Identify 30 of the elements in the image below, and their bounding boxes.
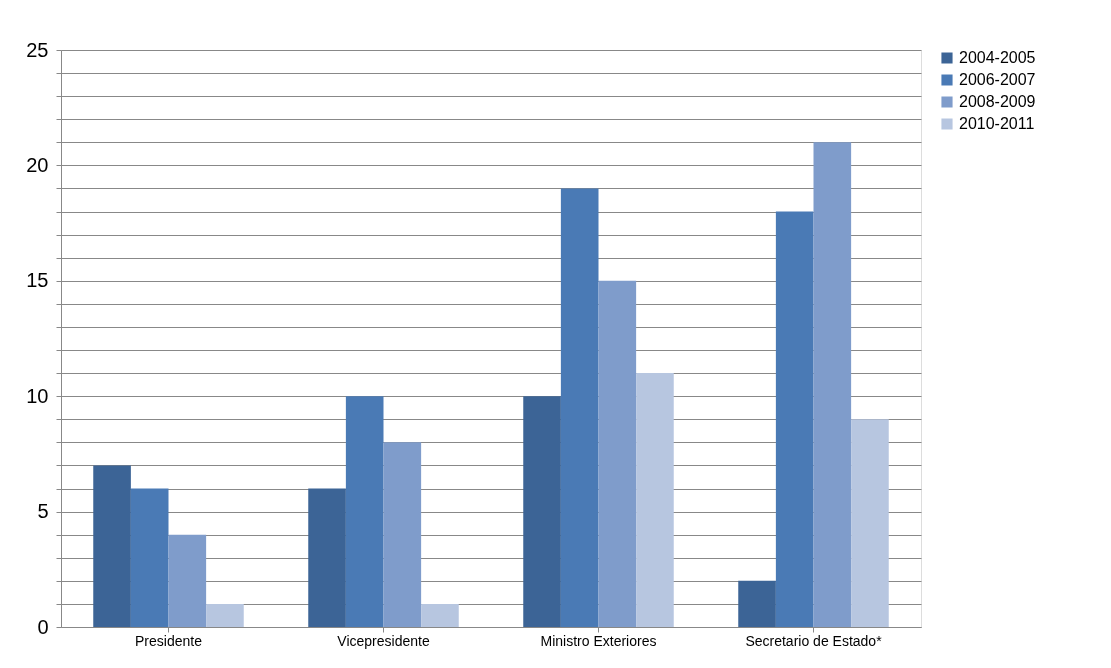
- bar: [738, 580, 776, 627]
- bar: [345, 396, 384, 627]
- legend-label: 2006-2007: [959, 71, 1036, 88]
- bar: [851, 419, 889, 627]
- legend-label: 2010-2011: [959, 115, 1035, 132]
- y-tick-label: 10: [26, 384, 49, 407]
- x-tick-label: Presidente: [135, 632, 203, 649]
- y-tick-label: 20: [26, 153, 49, 176]
- legend-label: 2004-2005: [959, 49, 1036, 66]
- bar: [168, 534, 207, 627]
- bar: [308, 488, 346, 627]
- bar: [130, 488, 169, 627]
- y-tick-label: 0: [37, 615, 49, 638]
- bar: [206, 603, 244, 627]
- y-tick-label: 5: [37, 500, 49, 523]
- bar: [775, 211, 814, 627]
- y-tick-label: 15: [26, 269, 49, 292]
- x-tick-label: Ministro Exteriores: [540, 632, 657, 649]
- x-tick-label: Secretario de Estado*: [745, 632, 883, 649]
- x-tick-label: Vicepresidente: [337, 632, 430, 649]
- bar: [560, 188, 599, 627]
- bar: [421, 603, 459, 627]
- bar: [598, 280, 637, 627]
- y-tick-label: 25: [26, 38, 49, 61]
- bar: [93, 465, 131, 627]
- legend-label: 2008-2009: [959, 93, 1036, 110]
- bar: [523, 396, 561, 627]
- bar: [813, 142, 852, 627]
- bar: [636, 373, 674, 627]
- bar: [383, 442, 422, 627]
